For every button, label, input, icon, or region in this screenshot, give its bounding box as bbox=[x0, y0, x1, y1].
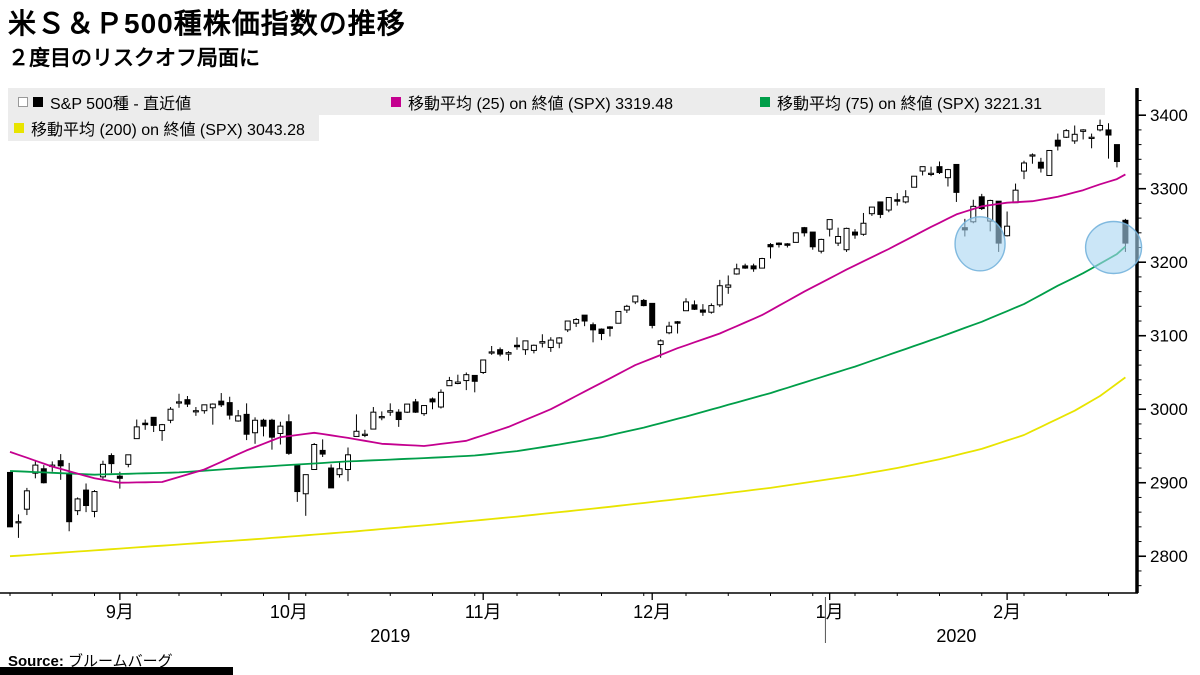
ma-line-移動平均 (25) bbox=[9, 173, 1126, 484]
legend-label-ma25: 移動平均 (25) on 終値 (SPX) 3319.48 bbox=[408, 95, 673, 113]
svg-text:3400: 3400 bbox=[1150, 106, 1188, 125]
svg-text:2900: 2900 bbox=[1150, 474, 1188, 493]
legend-label-ma75: 移動平均 (75) on 終値 (SPX) 3221.31 bbox=[777, 95, 1042, 113]
svg-text:3000: 3000 bbox=[1150, 400, 1188, 419]
x-axis-ticks: 9月 10月 11月 12月 1月 2月 2019 2020 bbox=[9, 593, 1109, 646]
ma-line-移動平均 (75) bbox=[9, 245, 1126, 476]
legend-label-ma200: 移動平均 (200) on 終値 (SPX) 3043.28 bbox=[31, 122, 305, 139]
bottom-black-bar bbox=[0, 667, 233, 675]
svg-text:2800: 2800 bbox=[1150, 547, 1188, 566]
legend-label-spx: S&P 500種 - 直近値 bbox=[50, 95, 192, 113]
legend-item-ma200[interactable]: 移動平均 (200) on 終値 (SPX) 3043.28 bbox=[14, 115, 305, 141]
ma75-swatch-icon bbox=[760, 96, 770, 107]
svg-text:9月: 9月 bbox=[106, 602, 134, 622]
chart-legend-row2: 移動平均 (200) on 終値 (SPX) 3043.28 bbox=[8, 115, 319, 141]
svg-text:2月: 2月 bbox=[993, 602, 1021, 622]
legend-item-ma25[interactable]: 移動平均 (25) on 終値 (SPX) 3319.48 bbox=[391, 88, 673, 115]
svg-text:12月: 12月 bbox=[633, 602, 671, 622]
ma25-swatch-icon bbox=[391, 96, 401, 107]
page-subtitle: ２度目のリスクオフ局面に bbox=[8, 47, 260, 70]
y-axis-ticks: 2800 2900 3000 3100 3200 3300 3400 bbox=[1137, 99, 1188, 587]
candles-layer bbox=[7, 119, 1129, 538]
spx-swatch-icon bbox=[33, 96, 43, 107]
svg-text:3200: 3200 bbox=[1150, 253, 1188, 272]
svg-text:10月: 10月 bbox=[270, 602, 308, 622]
source-line: Source: ブルームバーグ bbox=[8, 650, 173, 671]
legend-grab-icon[interactable] bbox=[18, 96, 28, 107]
source-label: Source: bbox=[8, 653, 64, 670]
source-value: ブルームバーグ bbox=[68, 653, 173, 670]
svg-text:2020: 2020 bbox=[936, 626, 976, 646]
svg-text:11月: 11月 bbox=[465, 602, 502, 622]
legend-item-spx[interactable]: S&P 500種 - 直近値 bbox=[18, 88, 191, 115]
axes-layer bbox=[0, 88, 1139, 594]
svg-text:1月: 1月 bbox=[816, 602, 844, 622]
svg-text:3300: 3300 bbox=[1150, 180, 1188, 199]
ma-line-移動平均 (200) bbox=[9, 376, 1126, 558]
legend-item-ma75[interactable]: 移動平均 (75) on 終値 (SPX) 3221.31 bbox=[760, 88, 1042, 115]
annotations-layer bbox=[954, 216, 1143, 275]
chart-legend-row1: S&P 500種 - 直近値 移動平均 (25) on 終値 (SPX) 331… bbox=[8, 88, 1105, 115]
page-title: 米Ｓ＆Ｐ500種株価指数の推移 bbox=[8, 8, 406, 39]
ma200-swatch-icon bbox=[14, 123, 24, 133]
svg-text:3100: 3100 bbox=[1150, 327, 1188, 346]
svg-text:2019: 2019 bbox=[370, 626, 410, 646]
